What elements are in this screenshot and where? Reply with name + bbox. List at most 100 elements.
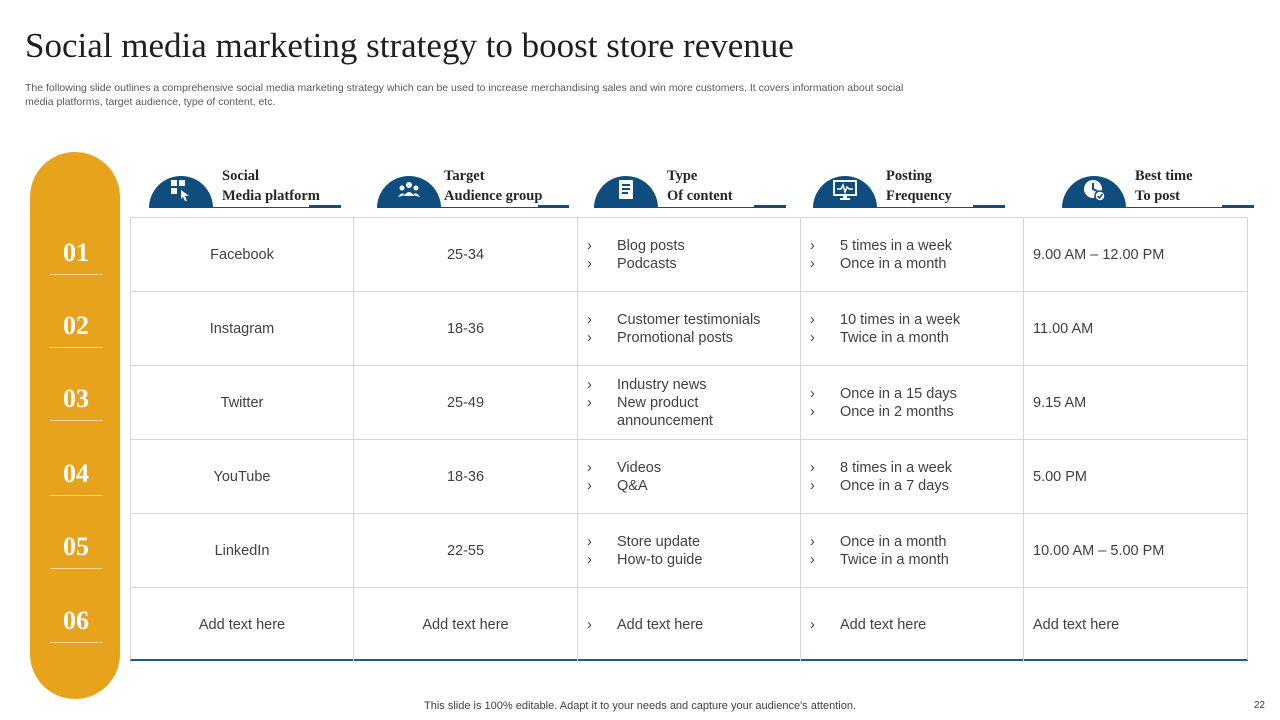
best-time-cell: 5.00 PM [1033, 468, 1087, 485]
content-cell: Blog postsPodcasts [578, 218, 801, 291]
header-target-audience: Target Audience group [377, 160, 577, 210]
audience-cell: 25-34 [354, 218, 578, 291]
best-time-cell: Add text here [1033, 617, 1120, 633]
frequency-cell: Once in a monthTwice in a month [801, 514, 1024, 587]
header-underline-accent [973, 205, 1005, 208]
table-row: Instagram 18-36 Customer testimonialsPro… [131, 292, 1247, 366]
table-row: Facebook 25-34 Blog postsPodcasts 5 time… [131, 218, 1247, 292]
header-underline-accent [1222, 205, 1254, 208]
header-type-of-content: Type Of content [594, 160, 794, 210]
content-cell: Customer testimonialsPromotional posts [578, 292, 801, 365]
header-social-media-platform: Social Media platform [149, 160, 349, 210]
frequency-cell: Add text here [801, 588, 1024, 662]
list-item: Once in a 7 days [810, 477, 952, 495]
platform-cell: LinkedIn [131, 514, 354, 587]
number-pill [30, 152, 120, 699]
footer-note: This slide is 100% editable. Adapt it to… [424, 700, 856, 712]
header-line1: Target [444, 168, 485, 184]
strategy-table: Facebook 25-34 Blog postsPodcasts 5 time… [130, 217, 1248, 662]
header-line2: Of content [667, 188, 733, 204]
header-line1: Social [222, 168, 260, 184]
list-item: Once in a month [810, 255, 952, 273]
header-line2: Media platform [222, 188, 320, 204]
list-item: Blog posts [587, 237, 685, 255]
header-underline [1126, 207, 1254, 208]
row-number-5: 05 [50, 529, 102, 569]
list-item: Videos [587, 459, 661, 477]
content-cell: VideosQ&A [578, 440, 801, 513]
platform-cell: YouTube [131, 440, 354, 513]
header-posting-frequency: Posting Frequency [813, 160, 1013, 210]
header-underline-accent [754, 205, 786, 208]
audience-icon [377, 176, 441, 208]
row-number-2: 02 [50, 308, 102, 348]
best-time-cell: 9.15 AM [1033, 394, 1087, 411]
list-item: Add text here [587, 616, 703, 634]
header-line2: To post [1135, 188, 1181, 204]
list-item: Once in a month [810, 533, 949, 551]
row-number-1: 01 [50, 235, 102, 275]
audience-cell: 18-36 [354, 440, 578, 513]
social-media-icon [149, 176, 213, 208]
table-row: YouTube 18-36 VideosQ&A 8 times in a wee… [131, 440, 1247, 514]
list-item: Twice in a month [810, 329, 960, 347]
header-underline-accent [309, 205, 341, 208]
list-item: Store update [587, 533, 702, 551]
table-row: Twitter 25-49 Industry newsNew product a… [131, 366, 1247, 440]
frequency-cell: 8 times in a weekOnce in a 7 days [801, 440, 1024, 513]
list-item: Add text here [810, 616, 926, 634]
audience-cell: 25-49 [354, 366, 578, 439]
list-item: Promotional posts [587, 329, 760, 347]
clock-icon [1062, 176, 1126, 208]
header-underline-accent [538, 205, 569, 208]
list-item: Once in 2 months [810, 403, 957, 421]
row-number-4: 04 [50, 456, 102, 496]
header-line1: Best time [1135, 168, 1193, 184]
header-line2: Audience group [444, 188, 543, 204]
frequency-cell: 10 times in a weekTwice in a month [801, 292, 1024, 365]
platform-cell: Facebook [131, 218, 354, 291]
header-underline [877, 207, 1005, 208]
content-cell: Add text here [578, 588, 801, 662]
row-number-3: 03 [50, 381, 102, 421]
content-icon [594, 176, 658, 208]
content-cell: Industry newsNew product announcement [578, 366, 801, 439]
frequency-cell: 5 times in a weekOnce in a month [801, 218, 1024, 291]
list-item: Customer testimonials [587, 311, 760, 329]
list-item: Twice in a month [810, 551, 949, 569]
audience-cell: Add text here [354, 588, 578, 662]
header-line2: Frequency [886, 188, 952, 204]
header-line1: Posting [886, 168, 932, 184]
list-item: Industry news [587, 376, 767, 394]
list-item: Q&A [587, 477, 661, 495]
audience-cell: 22-55 [354, 514, 578, 587]
platform-cell: Add text here [131, 588, 354, 662]
monitor-icon [813, 176, 877, 208]
table-row: LinkedIn 22-55 Store updateHow-to guide … [131, 514, 1247, 588]
header-underline [441, 207, 569, 208]
header-underline [658, 207, 786, 208]
list-item: New product announcement [587, 394, 737, 430]
list-item: 8 times in a week [810, 459, 952, 477]
table-row: Add text here Add text here Add text her… [131, 588, 1247, 662]
list-item: How-to guide [587, 551, 702, 569]
list-item: Once in a 15 days [810, 385, 957, 403]
list-item: 10 times in a week [810, 311, 960, 329]
platform-cell: Instagram [131, 292, 354, 365]
slide-title: Social media marketing strategy to boost… [25, 26, 794, 65]
audience-cell: 18-36 [354, 292, 578, 365]
header-best-time: Best time To post [1062, 160, 1262, 210]
platform-cell: Twitter [131, 366, 354, 439]
best-time-cell: 10.00 AM – 5.00 PM [1033, 542, 1165, 559]
slide-subtitle: The following slide outlines a comprehen… [25, 82, 904, 108]
header-line1: Type [667, 168, 698, 184]
list-item: Podcasts [587, 255, 685, 273]
content-cell: Store updateHow-to guide [578, 514, 801, 587]
best-time-cell: 9.00 AM – 12.00 PM [1033, 246, 1165, 263]
best-time-cell: 11.00 AM [1033, 320, 1094, 337]
frequency-cell: Once in a 15 daysOnce in 2 months [801, 366, 1024, 439]
list-item: 5 times in a week [810, 237, 952, 255]
header-underline [213, 207, 341, 208]
page-number: 22 [1253, 700, 1265, 711]
row-number-6: 06 [50, 603, 102, 643]
